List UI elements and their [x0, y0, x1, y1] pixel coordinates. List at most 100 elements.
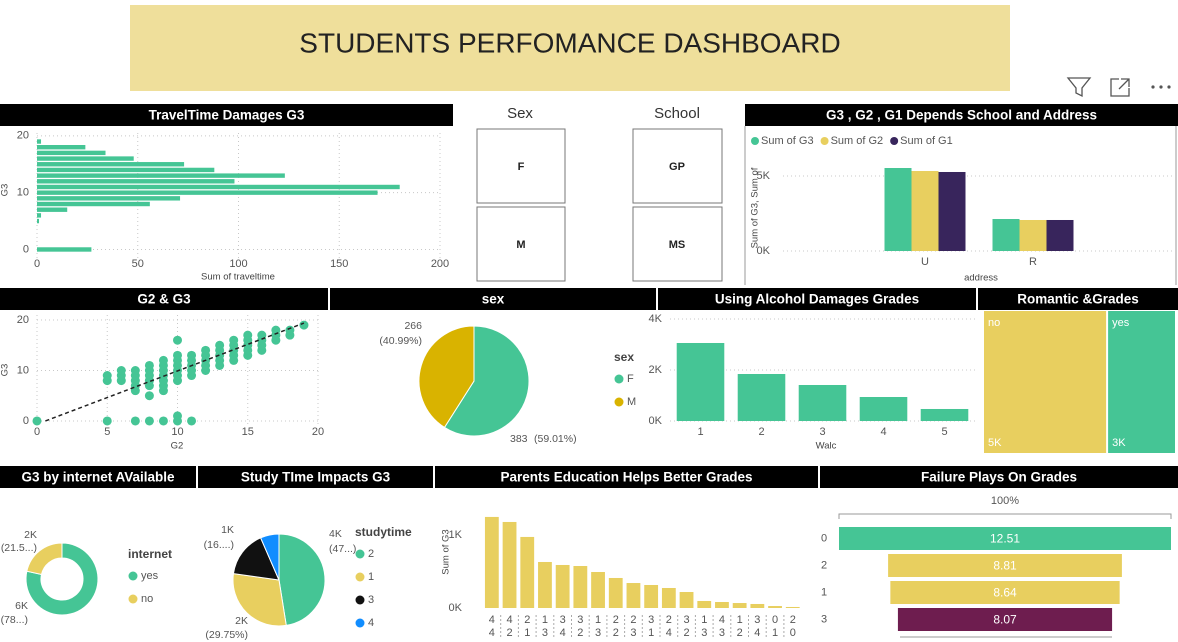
legend-marker — [128, 594, 138, 604]
x-tick-label: 4 — [489, 614, 495, 626]
bar — [732, 603, 747, 608]
focus-icon[interactable] — [1110, 78, 1130, 97]
point — [32, 416, 42, 426]
bar — [37, 179, 235, 184]
data-label: 6K — [15, 600, 28, 612]
bar — [737, 374, 786, 421]
x-tick-label: 15 — [242, 426, 254, 438]
x-tick-label: 3 — [595, 627, 601, 639]
bar — [573, 566, 588, 608]
legend-label: yes — [141, 570, 159, 582]
x-tick-label: 200 — [431, 258, 449, 270]
bar — [37, 167, 215, 173]
chart-title: Study TIme Impacts G3 — [241, 470, 391, 485]
bar — [859, 397, 908, 421]
bar — [884, 168, 912, 251]
bar — [37, 196, 181, 201]
x-axis-label: Walc — [816, 441, 837, 452]
x-tick-label: 1 — [648, 627, 654, 639]
more-icon[interactable] — [1151, 85, 1171, 89]
data-label: 8.07 — [993, 613, 1017, 627]
x-tick-label: 2 — [506, 627, 512, 639]
x-tick-label: 3 — [719, 627, 725, 639]
chart-header — [0, 104, 453, 126]
slicer-item[interactable]: F — [518, 161, 525, 173]
slicer-tile[interactable] — [632, 206, 723, 282]
legend-label: 3 — [368, 594, 374, 606]
tile-label: yes — [1112, 317, 1130, 329]
point — [130, 416, 140, 426]
x-tick-label: 2 — [666, 614, 672, 626]
legend-label: Sum of G2 — [831, 135, 884, 147]
slicer-tile[interactable] — [476, 128, 566, 204]
x-tick-label: 0 — [34, 258, 40, 270]
bar — [37, 247, 92, 252]
slicer-item[interactable]: MS — [669, 239, 686, 251]
bar — [37, 173, 285, 178]
data-label: (29.75%) — [205, 629, 248, 641]
legend-marker — [128, 571, 138, 581]
filter-icon[interactable] — [1066, 77, 1092, 98]
y-axis-label: G3 — [0, 364, 11, 377]
x-tick-label: 2 — [613, 627, 619, 639]
slicer: School GP MS — [632, 105, 723, 282]
x-tick-label: 3 — [560, 614, 566, 626]
data-label: 3K — [1112, 437, 1126, 449]
slice — [278, 533, 326, 626]
y-tick-label: 20 — [17, 130, 29, 142]
data-label: 266 — [404, 320, 422, 332]
x-tick-label: 3 — [683, 614, 689, 626]
bar — [644, 584, 659, 608]
data-label: 8.81 — [993, 559, 1017, 573]
data-label: (40.99%) — [379, 335, 422, 347]
y-tick-label: 10 — [17, 364, 29, 376]
x-tick-label: 20 — [312, 426, 324, 438]
data-label: 8.64 — [993, 586, 1017, 600]
point — [285, 325, 295, 335]
bar — [715, 602, 729, 608]
y-tick-label: 0 — [23, 243, 29, 255]
x-tick-label: 1 — [595, 614, 601, 626]
data-label: 5K — [988, 437, 1002, 449]
y-tick-label: 0K — [649, 415, 663, 427]
legend-marker — [355, 572, 365, 582]
bar — [888, 554, 1122, 577]
y-tick-label: 2K — [649, 364, 663, 376]
slice — [418, 325, 475, 429]
legend-label: 1 — [368, 571, 374, 583]
slicer-tile[interactable] — [632, 128, 723, 204]
slicer: Sex F M — [476, 105, 566, 282]
bar — [785, 606, 800, 608]
slicer-tile[interactable] — [476, 206, 566, 282]
x-tick-label: U — [921, 256, 929, 268]
x-tick-label: 2 — [737, 627, 743, 639]
x-tick-label: 3 — [701, 627, 707, 639]
bar — [768, 606, 782, 608]
legend-label: M — [627, 396, 636, 408]
x-tick-label: 5 — [941, 426, 947, 438]
funnel-bracket — [838, 513, 1172, 519]
bar — [1019, 219, 1047, 251]
x-tick-label: 2 — [790, 614, 796, 626]
data-label: (59.01%) — [534, 433, 577, 445]
x-tick-label: 150 — [330, 258, 348, 270]
x-tick-label: 10 — [171, 426, 183, 438]
legend-marker — [890, 137, 899, 145]
chart-header — [658, 288, 976, 310]
dashboard-title: STUDENTS PERFOMANCE DASHBOARD — [299, 27, 840, 58]
legend-marker — [355, 549, 365, 559]
x-tick-label: 4 — [489, 627, 495, 639]
point — [229, 335, 239, 345]
x-tick-label: 3 — [819, 426, 825, 438]
point — [187, 350, 197, 360]
x-tick-label: 3 — [648, 614, 654, 626]
chart-title: Using Alcohol Damages Grades — [715, 292, 919, 307]
y-tick-label: 0 — [23, 415, 29, 427]
chart-header — [198, 466, 433, 488]
slicer-item[interactable]: M — [516, 239, 525, 251]
slicer-item[interactable]: GP — [669, 161, 685, 173]
x-tick-label: 50 — [132, 258, 144, 270]
x-tick-label: 5 — [104, 426, 110, 438]
y-tick-label: 10 — [17, 187, 29, 199]
chart-header — [820, 466, 1178, 488]
